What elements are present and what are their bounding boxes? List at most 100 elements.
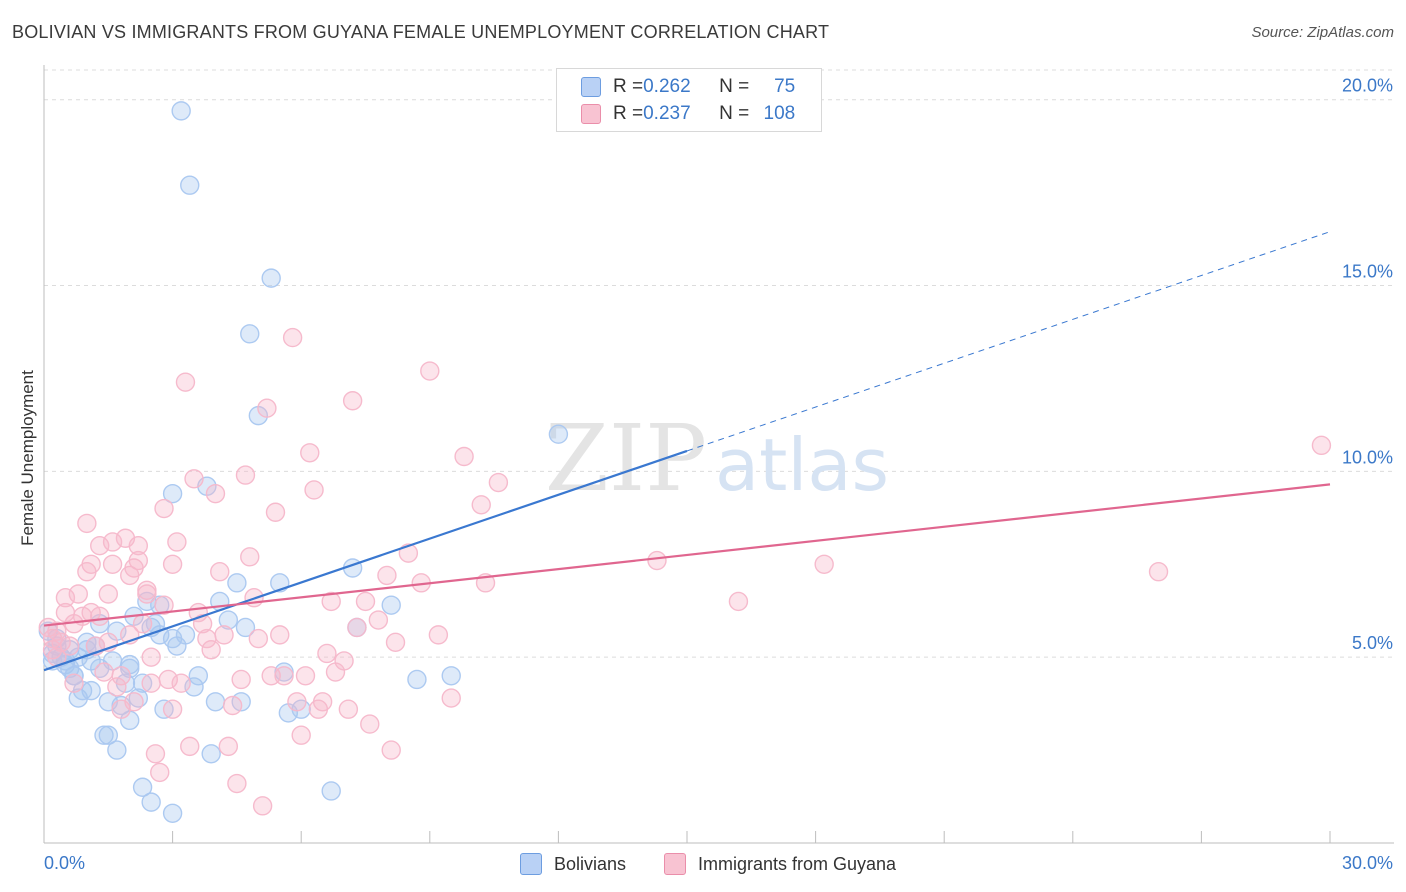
guyana-point <box>235 465 256 485</box>
bolivian-point <box>162 803 183 823</box>
guyana-point <box>287 692 307 712</box>
bolivian-point <box>188 666 209 686</box>
guyana-point <box>222 695 243 716</box>
legend-n-value: 75 <box>774 76 796 97</box>
guyana-point <box>81 554 101 574</box>
guyana-point <box>377 565 397 586</box>
legend-n-label: N = <box>719 103 750 124</box>
guyana-point <box>98 584 119 604</box>
guyana-point <box>150 762 170 783</box>
guyana-point <box>60 636 80 656</box>
guyana-point <box>240 547 260 567</box>
x-tick-label-max: 30.0% <box>1342 853 1393 873</box>
series-swatch-bolivians <box>520 853 542 875</box>
guyana-point <box>265 502 286 522</box>
bolivian-point <box>240 324 260 344</box>
bolivian-point <box>107 740 127 760</box>
guyana-point <box>471 495 491 515</box>
guyana-point <box>360 714 380 734</box>
guyana-point <box>141 673 161 693</box>
guyana-point <box>192 614 213 634</box>
guyana-point <box>248 628 269 649</box>
guyana-point <box>184 469 204 489</box>
guyana-point <box>162 699 183 719</box>
guyana-point <box>102 554 123 574</box>
guyana-point <box>274 666 294 686</box>
bolivian-point <box>81 680 101 701</box>
legend-r-label: R = <box>613 103 644 124</box>
guyana-point <box>317 643 337 664</box>
guyana-point <box>257 398 277 418</box>
bolivian-point <box>321 781 341 801</box>
trend-lines <box>43 231 1331 672</box>
guyana-point <box>227 773 247 794</box>
bolivian-trend-line <box>43 449 688 672</box>
tick-labels: 5.0% 10.0% 15.0% 20.0% 0.0% 30.0% <box>44 76 1393 873</box>
y-tick-label: 10.0% <box>1342 447 1393 467</box>
bolivian-point <box>171 101 191 121</box>
legend-swatch-guyana <box>581 104 601 124</box>
guyana-point <box>270 625 290 645</box>
chart-title: BOLIVIAN VS IMMIGRANTS FROM GUYANA FEMAL… <box>12 22 830 42</box>
watermark: ZIP atlas <box>545 405 889 512</box>
guyana-point <box>137 580 157 600</box>
bolivian-point <box>94 725 114 745</box>
guyana-point <box>300 443 320 463</box>
guyana-point <box>342 391 363 411</box>
data-points <box>38 101 1332 823</box>
legend-row-guyana: R = 0.237 N = 108 <box>581 101 795 127</box>
guyana-point <box>107 677 127 697</box>
guyana-point <box>180 736 200 757</box>
bolivian-point <box>175 625 196 645</box>
series-swatch-guyana <box>664 853 686 875</box>
guyana-point <box>347 617 367 638</box>
bolivian-point <box>205 692 226 712</box>
bolivian-point <box>218 610 239 630</box>
guyana-point <box>141 647 161 667</box>
guyana-point <box>201 640 221 660</box>
bolivian-point <box>162 483 183 504</box>
guyana-point <box>214 625 234 645</box>
guyana-point <box>154 595 174 615</box>
axes <box>43 65 1394 844</box>
guyana-point <box>312 692 333 712</box>
guyana-point <box>145 744 166 764</box>
guyana-point <box>355 591 376 612</box>
bolivian-point <box>261 268 281 288</box>
guyana-point <box>441 688 461 708</box>
guyana-point <box>94 662 114 682</box>
guyana-point <box>154 498 174 519</box>
guyana-point <box>47 621 67 641</box>
guyana-point <box>210 562 230 582</box>
guyana-point <box>647 550 667 571</box>
guyana-point <box>814 554 834 574</box>
guyana-point <box>728 591 749 612</box>
guyana-point <box>252 796 273 816</box>
guyana-point <box>282 327 303 348</box>
guyana-point <box>295 666 316 686</box>
guyana-point <box>64 673 84 693</box>
y-tick-label: 15.0% <box>1342 262 1393 282</box>
series-name-bolivians: Bolivians <box>554 853 627 874</box>
legend-r-value: 0.262 <box>643 76 691 97</box>
legend-row-bolivians: R = 0.262 N = 75 <box>581 74 795 100</box>
stats-legend: R = 0.262 N = 75 R = 0.237 N = 108 <box>556 68 822 132</box>
bolivian-point <box>141 792 161 812</box>
guyana-point <box>111 666 131 686</box>
guyana-point <box>128 535 149 556</box>
bolivian-point <box>150 595 170 615</box>
guyana-point <box>1311 435 1332 456</box>
guyana-point <box>68 584 88 604</box>
bolivian-point <box>64 666 84 686</box>
guyana-point <box>291 725 311 745</box>
guyana-point <box>381 740 401 760</box>
watermark-atlas: atlas <box>715 423 889 507</box>
guyana-point <box>1148 562 1169 582</box>
guyana-point <box>90 606 110 627</box>
guyana-point <box>334 651 354 671</box>
guyana-point <box>454 446 474 467</box>
watermark-zip: ZIP <box>545 405 707 512</box>
guyana-point <box>231 669 251 690</box>
guyana-point <box>385 632 406 653</box>
guyana-point <box>175 372 196 392</box>
